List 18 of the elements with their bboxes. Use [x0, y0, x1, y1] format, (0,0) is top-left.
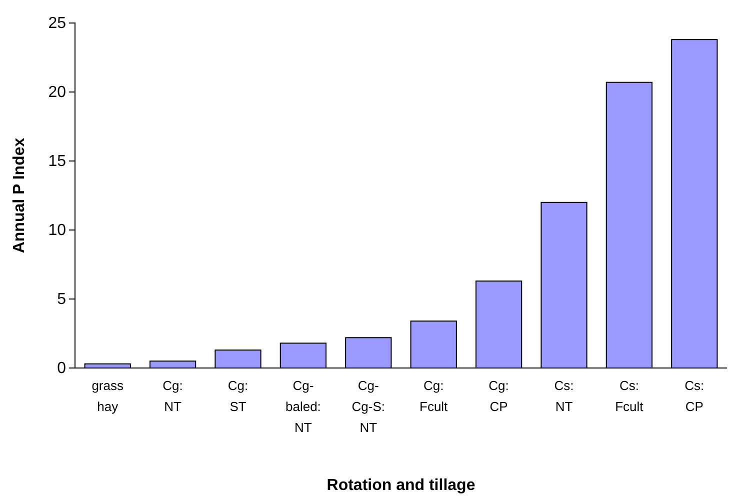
- x-tick-label: Cg-Cg-S: NT: [352, 378, 386, 435]
- y-tick-label: 15: [48, 153, 66, 170]
- y-tick-label: 5: [57, 291, 66, 308]
- x-tick-label: Cg: ST: [228, 378, 248, 414]
- y-tick-label: 10: [48, 222, 66, 240]
- x-tick-label: Cs: NT: [554, 378, 574, 414]
- x-tick-label: Cg: Fcult: [420, 378, 448, 414]
- x-tick-label: Cg: CP: [488, 378, 509, 414]
- y-axis-title: Annual P Index: [11, 138, 28, 254]
- y-tick-label: 20: [48, 84, 66, 102]
- x-tick-label: Cs: CP: [684, 378, 704, 414]
- y-tick-label: 25: [48, 15, 66, 32]
- x-tick-label: Cg-baled: NT: [285, 378, 321, 435]
- y-tick-label: 0: [57, 360, 66, 378]
- x-tick-label: grass hay: [92, 378, 124, 414]
- x-tick-label: Cg: NT: [162, 378, 183, 414]
- x-axis-title: Rotation and tillage: [326, 477, 476, 494]
- x-tick-label: Cs: Fcult: [615, 378, 644, 414]
